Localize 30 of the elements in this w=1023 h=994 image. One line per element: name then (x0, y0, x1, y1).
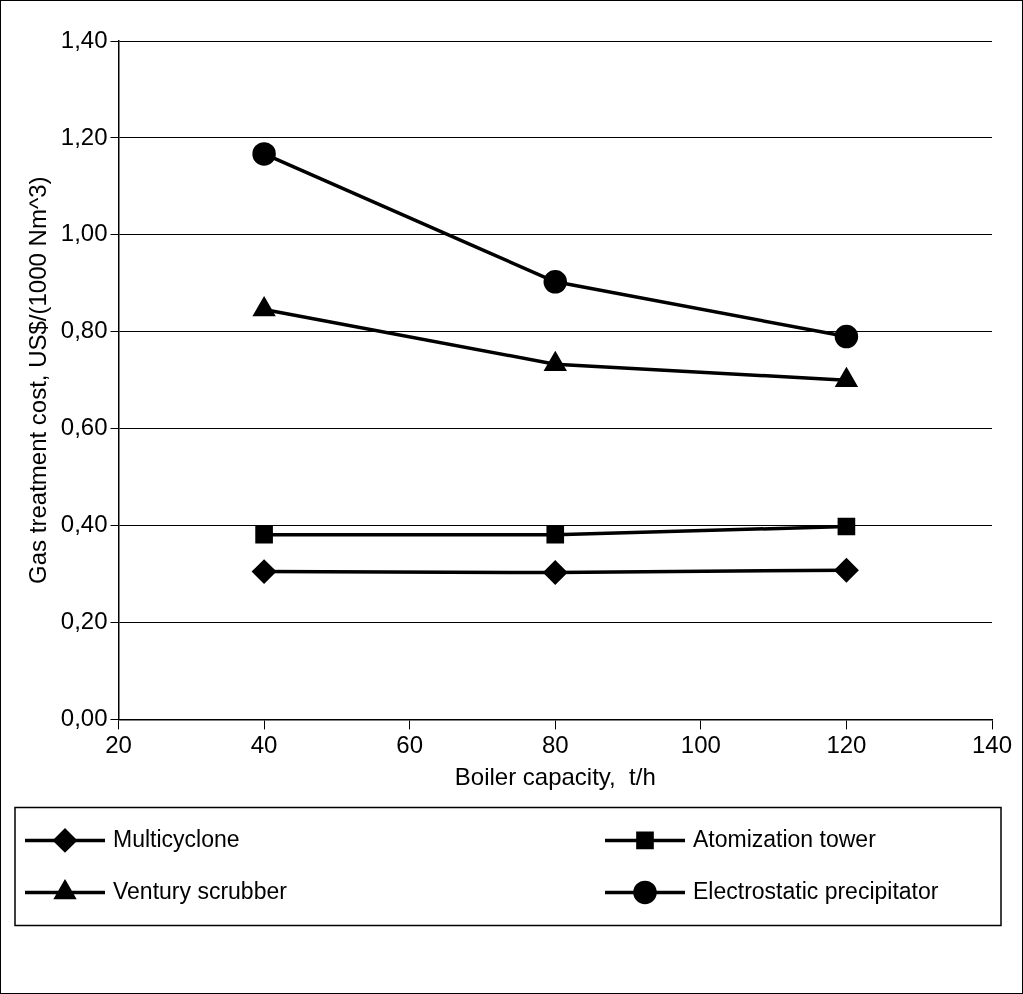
x-tick-label: 120 (826, 731, 867, 759)
legend-label: Electrostatic precipitator (693, 877, 939, 904)
legend-label: Multicyclone (113, 825, 240, 852)
y-tick-label: 0,20 (60, 607, 108, 635)
y-tick-label: 1,00 (60, 219, 108, 247)
x-tick-label: 80 (541, 731, 569, 759)
point (543, 270, 568, 294)
y-tick-label: 0,60 (60, 413, 108, 441)
point (252, 142, 276, 166)
y-tick-label: 0,40 (60, 510, 108, 538)
y-tick-label: 0,80 (60, 316, 108, 344)
x-tick-label: 60 (396, 731, 424, 759)
legend-label: Ventury scrubber (113, 877, 288, 904)
x-tick-label: 40 (250, 731, 278, 759)
point (543, 560, 568, 585)
x-tick-label: 100 (680, 731, 721, 759)
y-tick-label: 1,40 (60, 25, 108, 53)
point (546, 525, 565, 544)
x-axis-title: Boiler capacity, t/h (454, 763, 656, 791)
y-tick-label: 1,20 (60, 122, 108, 150)
point (252, 559, 276, 584)
x-tick-label: 140 (971, 731, 1013, 759)
y-axis-title: Gas treatment cost, US$/(1000 Nm^3) (24, 176, 52, 584)
point (834, 558, 859, 582)
point (834, 324, 859, 349)
legend-label: Atomization tower (693, 825, 877, 852)
point (837, 517, 856, 536)
y-tick-label: 0,00 (60, 704, 108, 732)
x-tick-label: 20 (105, 731, 132, 759)
point (255, 525, 273, 544)
